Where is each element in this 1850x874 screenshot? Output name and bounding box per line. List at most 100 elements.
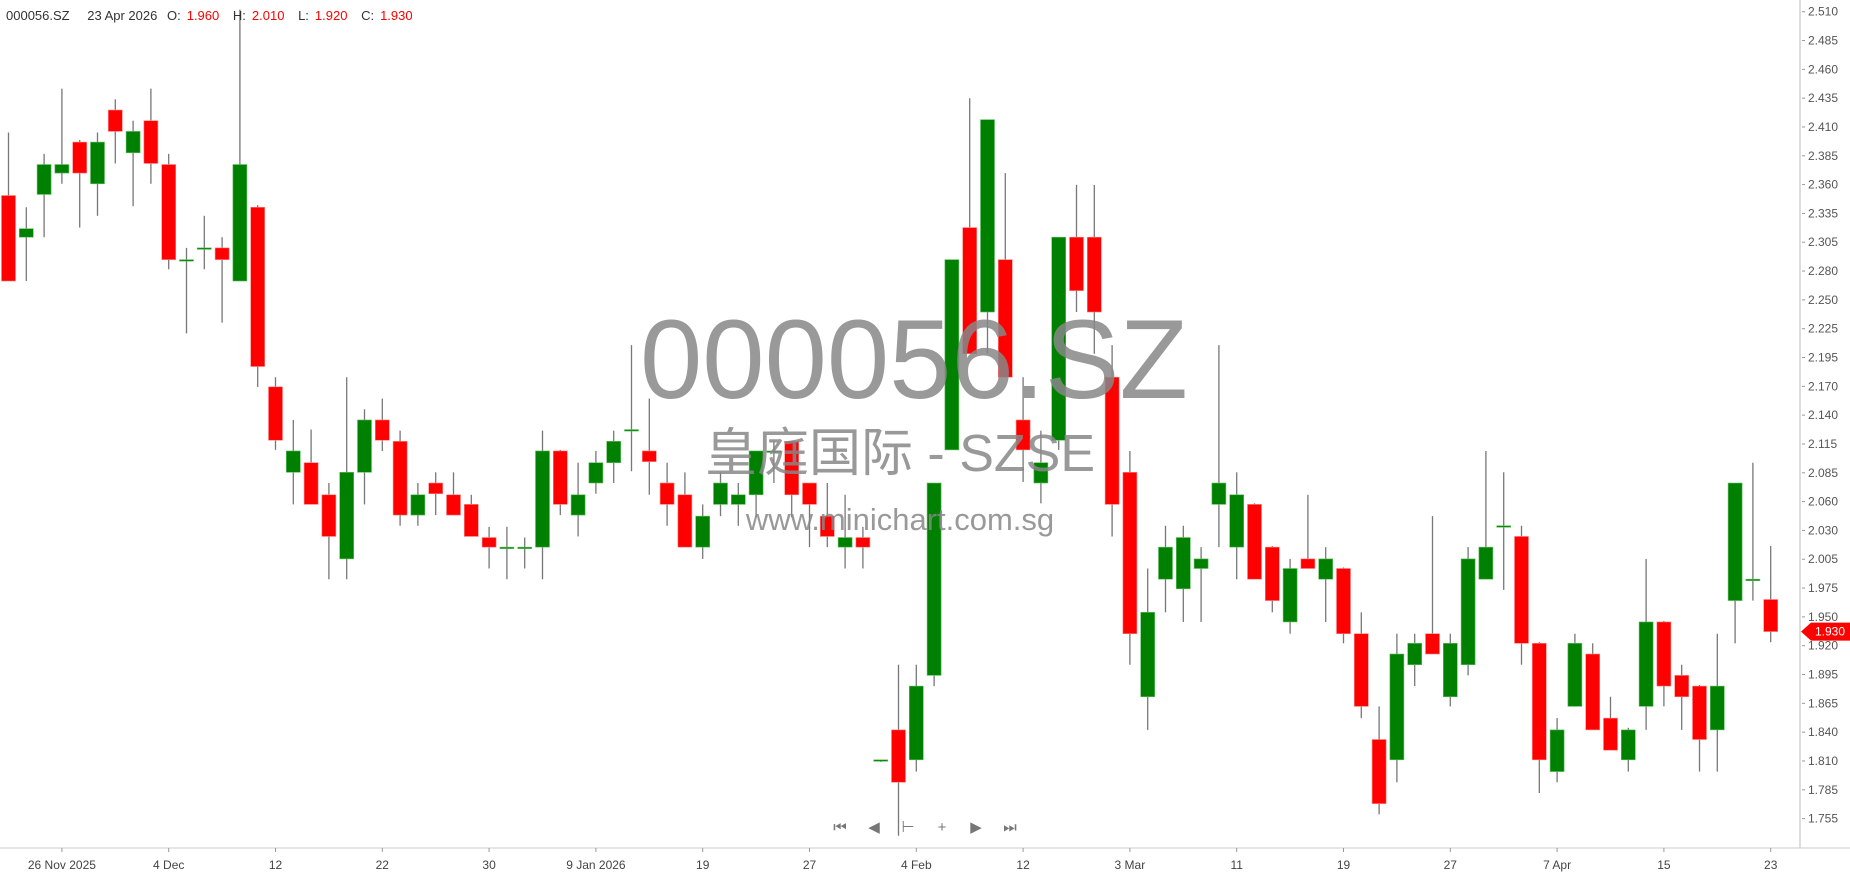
- candle[interactable]: [357, 409, 372, 505]
- candle[interactable]: [410, 483, 426, 526]
- candle[interactable]: [125, 120, 141, 207]
- candle[interactable]: [446, 472, 461, 516]
- candle[interactable]: [606, 430, 622, 484]
- candle[interactable]: [54, 88, 70, 184]
- candle[interactable]: [1514, 525, 1529, 665]
- candle[interactable]: [36, 153, 52, 238]
- candle[interactable]: [1300, 494, 1316, 569]
- candle[interactable]: [1371, 706, 1387, 815]
- candle[interactable]: [1603, 696, 1618, 751]
- candle[interactable]: [392, 430, 408, 526]
- candle[interactable]: [552, 449, 568, 516]
- candle[interactable]: [1193, 547, 1209, 622]
- candle[interactable]: [374, 398, 390, 451]
- candle[interactable]: [570, 462, 586, 537]
- candle[interactable]: [784, 441, 800, 518]
- candle[interactable]: [1389, 633, 1405, 783]
- candle[interactable]: [1692, 685, 1707, 772]
- candle[interactable]: [1336, 567, 1351, 644]
- candle[interactable]: [1229, 472, 1244, 580]
- candle[interactable]: [748, 450, 764, 518]
- candle[interactable]: [624, 345, 639, 472]
- candle[interactable]: [1087, 184, 1102, 354]
- candle[interactable]: [1549, 718, 1565, 783]
- candle[interactable]: [873, 759, 889, 762]
- candle[interactable]: [980, 119, 995, 354]
- candle[interactable]: [285, 419, 301, 505]
- candle[interactable]: [517, 537, 533, 569]
- zoom-in-icon[interactable]: +: [937, 819, 947, 836]
- candle[interactable]: [1407, 633, 1422, 687]
- candle[interactable]: [944, 259, 960, 451]
- candle[interactable]: [535, 430, 550, 580]
- reset-zoom-icon[interactable]: ⊢: [901, 819, 915, 836]
- first-page-icon[interactable]: ⏮: [833, 819, 847, 836]
- candle[interactable]: [250, 205, 265, 387]
- candle[interactable]: [1247, 503, 1262, 580]
- candle[interactable]: [268, 377, 283, 450]
- candle[interactable]: [1585, 643, 1600, 731]
- candle[interactable]: [891, 664, 906, 836]
- candle[interactable]: [303, 429, 319, 505]
- candle[interactable]: [1460, 547, 1476, 676]
- candle[interactable]: [926, 482, 942, 687]
- candle[interactable]: [1674, 664, 1689, 730]
- candle[interactable]: [997, 173, 1013, 378]
- candle[interactable]: [179, 247, 194, 334]
- candle[interactable]: [641, 398, 657, 495]
- candle[interactable]: [588, 450, 604, 494]
- candle[interactable]: [1, 132, 16, 282]
- candle[interactable]: [1478, 450, 1494, 580]
- candle[interactable]: [214, 237, 230, 323]
- candle[interactable]: [1710, 633, 1725, 772]
- candle[interactable]: [1051, 236, 1066, 450]
- candle[interactable]: [463, 494, 479, 537]
- candle[interactable]: [481, 526, 497, 569]
- candle[interactable]: [1443, 633, 1458, 707]
- scroll-left-icon[interactable]: ◀: [868, 819, 880, 836]
- candle[interactable]: [1033, 430, 1049, 504]
- candle[interactable]: [695, 504, 711, 559]
- candle[interactable]: [108, 99, 123, 164]
- candle[interactable]: [1745, 462, 1761, 601]
- candle[interactable]: [766, 441, 782, 484]
- candle[interactable]: [1140, 568, 1155, 730]
- candle[interactable]: [962, 98, 978, 354]
- candle[interactable]: [659, 462, 675, 526]
- candle[interactable]: [499, 526, 515, 580]
- candle[interactable]: [837, 494, 853, 569]
- candle[interactable]: [339, 377, 355, 580]
- candle[interactable]: [1532, 642, 1547, 793]
- candle[interactable]: [143, 88, 159, 184]
- candle[interactable]: [677, 472, 693, 548]
- candle[interactable]: [1158, 525, 1173, 613]
- candle[interactable]: [730, 483, 746, 526]
- candle[interactable]: [713, 472, 728, 517]
- price-axis[interactable]: 2.510 2.485 2.460 2.435 2.410 2.385 2.360 2.335…: [1802, 5, 1838, 826]
- candle[interactable]: [232, 9, 248, 282]
- candle[interactable]: [197, 215, 212, 270]
- candle[interactable]: [1354, 612, 1369, 719]
- last-page-icon[interactable]: ⏭: [1003, 819, 1017, 836]
- candle[interactable]: [1567, 633, 1583, 707]
- candle[interactable]: [1763, 546, 1778, 643]
- candle[interactable]: [1496, 472, 1511, 590]
- candle[interactable]: [321, 483, 337, 580]
- candle[interactable]: [1727, 482, 1743, 644]
- candle[interactable]: [1069, 184, 1084, 313]
- candle[interactable]: [855, 526, 871, 569]
- candle[interactable]: [1211, 345, 1227, 548]
- candle[interactable]: [1656, 620, 1672, 707]
- time-axis[interactable]: 26 Nov 2025 4 Dec 12 22 30 9 Jan 2026 19 27 4 Fe…: [28, 848, 1778, 872]
- candle[interactable]: [18, 207, 34, 282]
- candle[interactable]: [908, 664, 924, 772]
- candle[interactable]: [1318, 547, 1333, 622]
- candle[interactable]: [1282, 558, 1298, 634]
- candle[interactable]: [1621, 727, 1636, 772]
- candle[interactable]: [1638, 558, 1654, 730]
- candle[interactable]: [90, 132, 105, 216]
- candle[interactable]: [1425, 516, 1440, 655]
- candle[interactable]: [1122, 450, 1138, 665]
- candle[interactable]: [161, 153, 176, 270]
- candle[interactable]: [72, 139, 87, 228]
